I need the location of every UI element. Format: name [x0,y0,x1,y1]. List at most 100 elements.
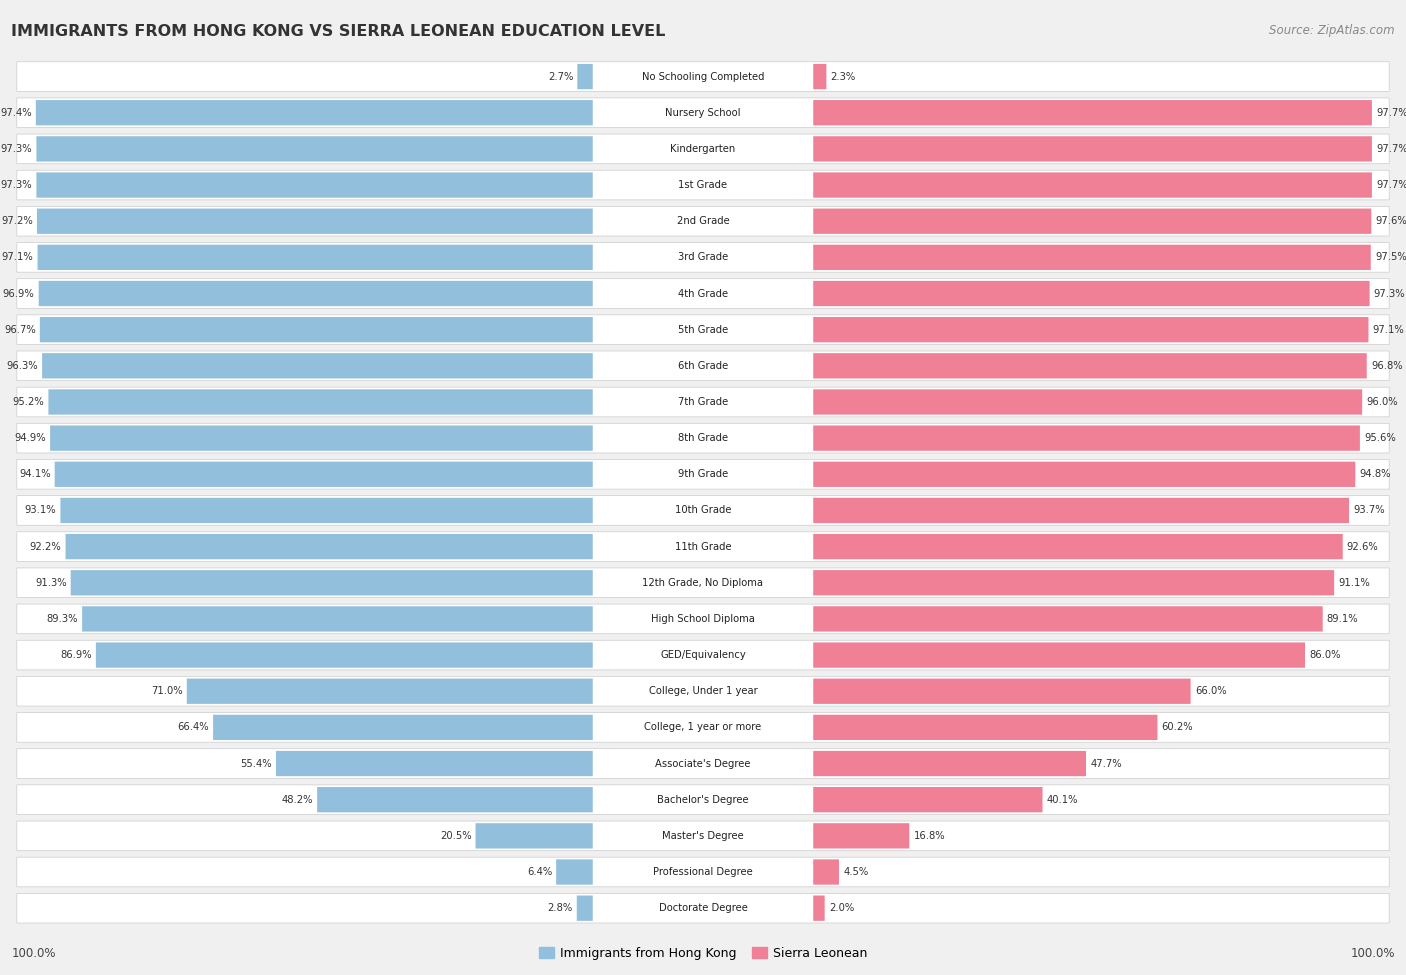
FancyBboxPatch shape [813,64,827,90]
Text: Doctorate Degree: Doctorate Degree [658,903,748,914]
Text: 92.6%: 92.6% [1347,541,1379,552]
Text: 86.0%: 86.0% [1309,650,1341,660]
Text: Nursery School: Nursery School [665,107,741,118]
Text: 94.8%: 94.8% [1360,469,1391,480]
Text: 48.2%: 48.2% [281,795,314,804]
FancyBboxPatch shape [813,715,1157,740]
FancyBboxPatch shape [48,389,593,414]
Text: 96.0%: 96.0% [1367,397,1398,407]
Text: Professional Degree: Professional Degree [654,867,752,878]
Text: 11th Grade: 11th Grade [675,541,731,552]
Text: 4th Grade: 4th Grade [678,289,728,298]
Text: 2.0%: 2.0% [828,903,853,914]
FancyBboxPatch shape [17,61,1389,92]
Text: 47.7%: 47.7% [1090,759,1122,768]
Text: 94.1%: 94.1% [18,469,51,480]
FancyBboxPatch shape [318,787,593,812]
Text: 12th Grade, No Diploma: 12th Grade, No Diploma [643,578,763,588]
Text: 97.1%: 97.1% [1372,325,1405,334]
FancyBboxPatch shape [276,751,593,776]
FancyBboxPatch shape [576,895,593,920]
FancyBboxPatch shape [17,785,1389,814]
FancyBboxPatch shape [17,713,1389,742]
FancyBboxPatch shape [17,821,1389,850]
Text: 2.7%: 2.7% [548,71,574,82]
FancyBboxPatch shape [813,425,1360,450]
FancyBboxPatch shape [17,423,1389,453]
Text: 9th Grade: 9th Grade [678,469,728,480]
FancyBboxPatch shape [17,495,1389,526]
Text: Bachelor's Degree: Bachelor's Degree [657,795,749,804]
FancyBboxPatch shape [17,279,1389,308]
Text: 91.3%: 91.3% [35,578,66,588]
Text: 94.9%: 94.9% [14,433,46,444]
FancyBboxPatch shape [37,173,593,198]
Text: 60.2%: 60.2% [1161,722,1194,732]
FancyBboxPatch shape [557,859,593,884]
Text: 5th Grade: 5th Grade [678,325,728,334]
Text: 6.4%: 6.4% [527,867,553,878]
Text: 6th Grade: 6th Grade [678,361,728,370]
FancyBboxPatch shape [17,243,1389,272]
Text: 97.6%: 97.6% [1375,216,1406,226]
Text: 1st Grade: 1st Grade [679,180,727,190]
FancyBboxPatch shape [813,209,1371,234]
FancyBboxPatch shape [51,425,593,450]
Text: 2.3%: 2.3% [831,71,856,82]
Text: 96.3%: 96.3% [7,361,38,370]
FancyBboxPatch shape [17,568,1389,598]
FancyBboxPatch shape [17,135,1389,164]
FancyBboxPatch shape [38,245,593,270]
Text: 4.5%: 4.5% [844,867,869,878]
FancyBboxPatch shape [17,387,1389,416]
FancyBboxPatch shape [813,245,1371,270]
Text: GED/Equivalency: GED/Equivalency [661,650,745,660]
FancyBboxPatch shape [813,534,1343,560]
FancyBboxPatch shape [813,353,1367,378]
FancyBboxPatch shape [35,100,593,126]
Text: 93.1%: 93.1% [25,505,56,516]
FancyBboxPatch shape [55,461,593,487]
Text: 40.1%: 40.1% [1046,795,1078,804]
FancyBboxPatch shape [39,281,593,306]
Text: 96.7%: 96.7% [4,325,35,334]
FancyBboxPatch shape [813,281,1369,306]
Text: 97.5%: 97.5% [1375,253,1406,262]
Text: 2.8%: 2.8% [547,903,572,914]
Text: 97.2%: 97.2% [1,216,32,226]
FancyBboxPatch shape [813,570,1334,596]
FancyBboxPatch shape [37,136,593,162]
FancyBboxPatch shape [813,389,1362,414]
Text: 10th Grade: 10th Grade [675,505,731,516]
FancyBboxPatch shape [17,641,1389,670]
FancyBboxPatch shape [17,459,1389,489]
Text: 93.7%: 93.7% [1353,505,1385,516]
FancyBboxPatch shape [66,534,593,560]
Text: 97.7%: 97.7% [1376,180,1406,190]
FancyBboxPatch shape [813,461,1355,487]
Text: 96.8%: 96.8% [1371,361,1403,370]
Text: 86.9%: 86.9% [60,650,91,660]
FancyBboxPatch shape [37,209,593,234]
FancyBboxPatch shape [17,98,1389,128]
Text: College, 1 year or more: College, 1 year or more [644,722,762,732]
Text: 7th Grade: 7th Grade [678,397,728,407]
Text: 97.1%: 97.1% [1,253,34,262]
FancyBboxPatch shape [17,315,1389,344]
Text: 89.3%: 89.3% [46,614,77,624]
Text: 55.4%: 55.4% [240,759,271,768]
Text: 8th Grade: 8th Grade [678,433,728,444]
Text: 96.9%: 96.9% [3,289,35,298]
Text: 97.7%: 97.7% [1376,144,1406,154]
FancyBboxPatch shape [813,895,825,920]
Text: 95.2%: 95.2% [13,397,44,407]
FancyBboxPatch shape [42,353,593,378]
FancyBboxPatch shape [813,823,910,848]
Text: 97.3%: 97.3% [1374,289,1406,298]
Text: IMMIGRANTS FROM HONG KONG VS SIERRA LEONEAN EDUCATION LEVEL: IMMIGRANTS FROM HONG KONG VS SIERRA LEON… [11,24,665,39]
Text: 97.4%: 97.4% [0,107,32,118]
FancyBboxPatch shape [17,677,1389,706]
Text: 95.6%: 95.6% [1364,433,1396,444]
Text: 16.8%: 16.8% [914,831,945,840]
Text: 97.3%: 97.3% [0,180,32,190]
